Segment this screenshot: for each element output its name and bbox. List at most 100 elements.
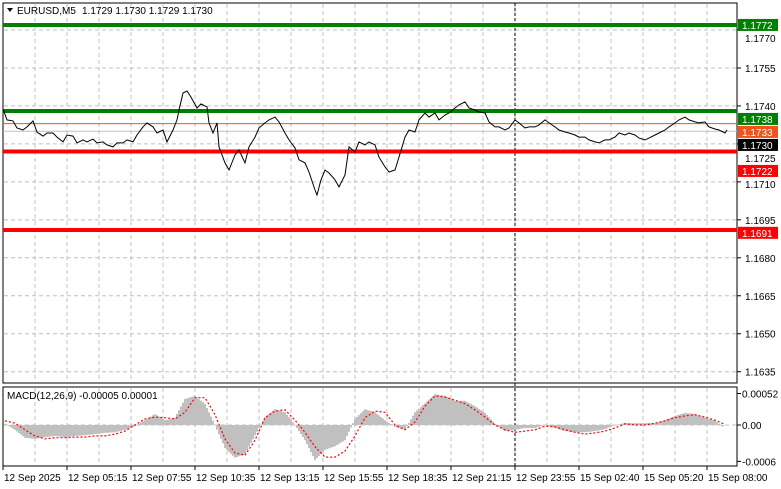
- macd-histogram-bar: [382, 418, 384, 425]
- macd-histogram-bar: [682, 413, 684, 425]
- macd-histogram-bar: [50, 425, 52, 437]
- macd-histogram-bar: [132, 425, 134, 427]
- macd-histogram-bar: [276, 409, 278, 425]
- macd-histogram-bar: [208, 412, 210, 425]
- macd-histogram-bar: [280, 411, 282, 425]
- macd-histogram-bar: [410, 419, 412, 425]
- macd-histogram-bar: [546, 425, 548, 426]
- macd-histogram-bar: [474, 406, 476, 425]
- macd-signal-line: [4, 395, 726, 458]
- macd-histogram-bar: [98, 425, 100, 434]
- x-tick-label: 12 Sep 13:15: [260, 473, 320, 484]
- macd-histogram-bar: [230, 425, 232, 454]
- macd-histogram-bar: [186, 398, 188, 425]
- macd-histogram-bar: [352, 423, 354, 425]
- macd-histogram-bar: [424, 403, 426, 425]
- macd-histogram-bar: [120, 425, 122, 431]
- macd-histogram-bar: [670, 417, 672, 425]
- macd-histogram-bar: [6, 425, 8, 426]
- macd-histogram-bar: [418, 408, 420, 425]
- macd-histogram-bar: [516, 425, 518, 430]
- macd-histogram-bar: [250, 425, 252, 443]
- x-tick-label: 12 Sep 23:55: [516, 473, 576, 484]
- macd-histogram-bar: [344, 425, 346, 441]
- macd-histogram-bar: [532, 425, 534, 429]
- macd-histogram-bar: [4, 423, 6, 425]
- macd-histogram-bar: [704, 417, 706, 425]
- macd-histogram-bar: [240, 425, 242, 456]
- macd-histogram-bar: [374, 412, 376, 425]
- macd-histogram-bar: [22, 425, 24, 437]
- macd-histogram-bar: [506, 425, 508, 431]
- macd-histogram-bar: [274, 409, 276, 425]
- macd-histogram-bar: [386, 421, 388, 425]
- macd-histogram-bar: [414, 412, 416, 425]
- macd-histogram-bar: [30, 425, 32, 439]
- macd-histogram-bar: [454, 400, 456, 425]
- macd-histogram-bar: [168, 419, 170, 425]
- macd-histogram-bar: [702, 417, 704, 425]
- macd-histogram-bar: [246, 425, 248, 451]
- macd-histogram-bar: [612, 425, 614, 426]
- macd-histogram-bar: [572, 425, 574, 433]
- macd-histogram-bar: [288, 417, 290, 425]
- macd-histogram-bar: [564, 425, 566, 432]
- macd-histogram-bar: [92, 425, 94, 435]
- macd-histogram-bar: [622, 423, 624, 425]
- macd-histogram-bar: [170, 418, 172, 425]
- macd-histogram-bar: [142, 421, 144, 425]
- macd-histogram-bar: [420, 406, 422, 425]
- x-tick-label: 12 Sep 07:55: [132, 473, 192, 484]
- macd-histogram-bar: [498, 425, 500, 427]
- macd-histogram-bar: [588, 425, 590, 432]
- macd-histogram-bar: [558, 425, 560, 430]
- macd-histogram-bar: [160, 417, 162, 425]
- macd-histogram-bar: [448, 397, 450, 425]
- macd-histogram-bar: [580, 425, 582, 433]
- macd-histogram-bar: [470, 404, 472, 425]
- macd-histogram-bar: [604, 425, 606, 430]
- macd-histogram-bar: [68, 425, 70, 437]
- macd-histogram-bar: [126, 425, 128, 430]
- macd-histogram-bar: [222, 425, 224, 444]
- macd-histogram-bar: [406, 425, 408, 427]
- macd-histogram-bar: [462, 400, 464, 425]
- y-tick-label: 1.1665: [745, 292, 776, 303]
- price-label: 1.1738: [742, 115, 773, 126]
- macd-histogram-bar: [86, 425, 88, 436]
- macd-histogram-bar: [66, 425, 68, 437]
- macd-histogram-bar: [340, 425, 342, 443]
- macd-histogram-bar: [496, 425, 498, 426]
- macd-histogram-bar: [16, 425, 18, 432]
- x-tick-label: 12 Sep 10:35: [196, 473, 256, 484]
- macd-histogram-bar: [656, 422, 658, 425]
- macd-histogram-bar: [148, 417, 150, 425]
- macd-histogram-bar: [178, 410, 180, 425]
- macd-histogram-bar: [412, 415, 414, 425]
- macd-histogram-bar: [200, 400, 202, 425]
- macd-histogram-bar: [332, 425, 334, 447]
- macd-histogram-bar: [116, 425, 118, 432]
- macd-histogram-bar: [422, 405, 424, 425]
- price-label-box: [738, 138, 778, 151]
- macd-histogram-bar: [8, 425, 10, 427]
- macd-histogram-bar: [426, 401, 428, 425]
- macd-histogram-bar: [602, 425, 604, 430]
- macd-histogram-bar: [100, 425, 102, 434]
- macd-histogram-bar: [388, 422, 390, 425]
- macd-histogram-bar: [630, 423, 632, 425]
- macd-histogram-bar: [300, 425, 302, 435]
- macd-histogram-bar: [124, 425, 126, 430]
- macd-histogram-bar: [722, 425, 724, 427]
- triangle-down-icon[interactable]: [7, 8, 13, 12]
- x-tick-label: 12 Sep 2025: [4, 473, 61, 484]
- macd-histogram-bar: [188, 397, 190, 425]
- macd-histogram-bar: [18, 425, 20, 433]
- y-tick-label: 1.1680: [745, 254, 776, 265]
- macd-histogram-bar: [488, 417, 490, 425]
- macd-histogram-bar: [156, 415, 158, 425]
- macd-histogram-bar: [436, 394, 438, 425]
- macd-histogram-bar: [56, 425, 58, 437]
- macd-histogram-bar: [150, 416, 152, 425]
